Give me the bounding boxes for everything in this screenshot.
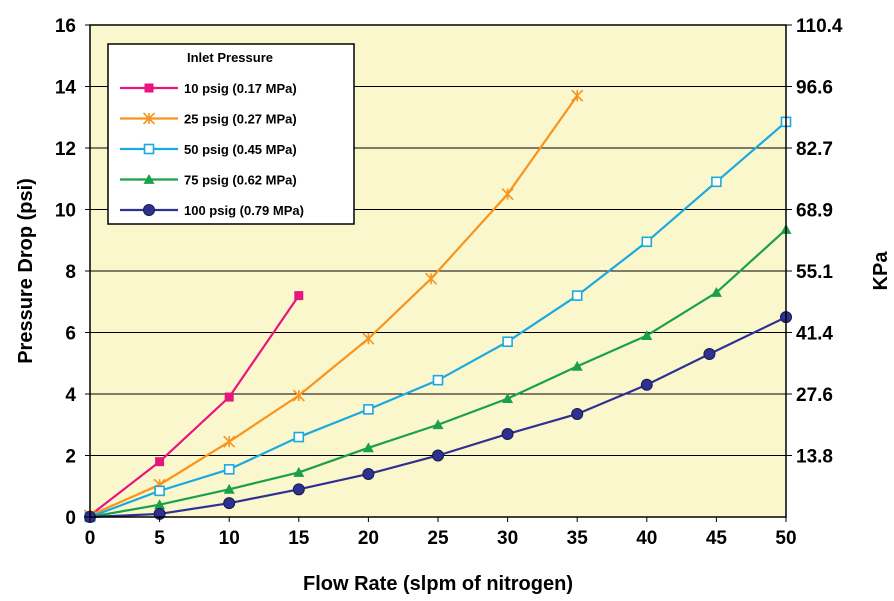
x-tick-label: 20 [358, 528, 379, 549]
data-point [292, 389, 305, 402]
legend-marker [144, 83, 154, 93]
data-point [292, 483, 305, 496]
data-point [641, 330, 653, 340]
y2-tick-label: 82.7 [796, 139, 833, 160]
data-point [362, 442, 374, 453]
legend-entry: 10 psig (0.17 MPa) [120, 81, 297, 96]
data-point [223, 464, 235, 475]
legend-entry: 25 psig (0.27 MPa) [120, 112, 297, 127]
y2-tick-label: 110.4 [796, 16, 843, 37]
legend-entry: 50 psig (0.45 MPa) [120, 142, 297, 157]
data-point [363, 404, 374, 415]
data-point [293, 431, 305, 443]
y2-tick-label: 55.1 [796, 262, 833, 283]
legend-entry: 100 psig (0.79 MPa) [120, 203, 304, 218]
data-point [641, 236, 653, 248]
x-tick-label: 30 [497, 528, 518, 549]
data-point [223, 435, 236, 448]
x-tick-label: 15 [288, 528, 310, 549]
data-point [502, 393, 514, 404]
legend-label: 25 psig (0.27 MPa) [184, 112, 297, 127]
data-point [703, 348, 716, 361]
legend-label: 10 psig (0.17 MPa) [184, 81, 297, 96]
y-tick-label: 14 [55, 78, 77, 99]
series-line [89, 95, 579, 517]
y-tick-label: 0 [65, 508, 76, 529]
y-tick-label: 12 [55, 139, 76, 160]
y2-tick-label: 96.6 [796, 78, 833, 99]
data-point [501, 188, 514, 201]
tick-labels: 0 5 10 15 20 25 30 35 40 45 50 0 2 4 6 8 10 12 14 16 13.8 27.… [55, 16, 843, 549]
y-axis-title: Pressure Drop (psi) [15, 178, 37, 364]
data-point [362, 332, 375, 345]
y2-tick-label: 41.4 [796, 324, 833, 345]
y2-axis-title: KPa [870, 251, 892, 291]
legend-label: 75 psig (0.62 MPa) [184, 173, 297, 188]
data-point [154, 485, 165, 497]
legend-entry: 75 psig (0.62 MPa) [120, 173, 297, 188]
legend-marker [143, 204, 155, 216]
legend: Inlet Pressure 10 psig (0.17 MPa) 25 psig… [107, 43, 355, 225]
data-point [640, 378, 653, 391]
x-axis-title: Flow Rate (slpm of nitrogen) [303, 573, 573, 595]
data-point [424, 272, 438, 285]
data-point [710, 287, 722, 297]
x-tick-label: 35 [567, 528, 589, 549]
x-tick-label: 0 [85, 528, 96, 549]
x-tick-label: 50 [775, 528, 796, 549]
y-tick-label: 6 [65, 324, 76, 345]
y-tick-label: 2 [65, 447, 76, 468]
series-4 [84, 223, 792, 522]
data-point [711, 176, 722, 188]
y2-tick-label: 13.8 [796, 447, 833, 468]
legend-marker [143, 174, 155, 184]
data-point [224, 392, 234, 402]
data-point [502, 336, 513, 348]
data-point [223, 483, 235, 494]
data-point [571, 89, 584, 102]
legend-box [107, 43, 355, 225]
data-point [155, 457, 165, 467]
y-tick-label: 4 [65, 385, 76, 406]
data-point [432, 419, 444, 430]
legend-marker [143, 143, 155, 155]
y2-tick-label: 68.9 [796, 201, 833, 222]
data-point [294, 291, 304, 301]
data-point [571, 290, 583, 301]
data-point [571, 407, 584, 420]
x-tick-label: 45 [706, 528, 728, 549]
y-tick-label: 10 [55, 201, 76, 222]
legend-title: Inlet Pressure [187, 50, 273, 65]
data-point [293, 466, 305, 477]
data-point [223, 497, 236, 510]
data-point [571, 360, 583, 371]
legend-marker [142, 112, 156, 125]
data-point [432, 374, 444, 386]
y2-tick-label: 27.6 [796, 385, 833, 406]
series-5 [84, 311, 792, 523]
data-point [154, 499, 166, 510]
x-tick-label: 40 [636, 528, 657, 549]
series-line [89, 294, 300, 517]
y-tick-label: 16 [55, 16, 76, 37]
data-point [501, 427, 514, 440]
data-point [432, 449, 444, 462]
legend-label: 100 psig (0.79 MPa) [184, 203, 304, 218]
x-tick-label: 10 [219, 528, 240, 549]
data-point [362, 467, 375, 480]
x-tick-label: 25 [427, 528, 449, 549]
x-tick-label: 5 [154, 528, 165, 549]
legend-label: 50 psig (0.45 MPa) [184, 142, 297, 157]
y-tick-label: 8 [65, 262, 76, 283]
